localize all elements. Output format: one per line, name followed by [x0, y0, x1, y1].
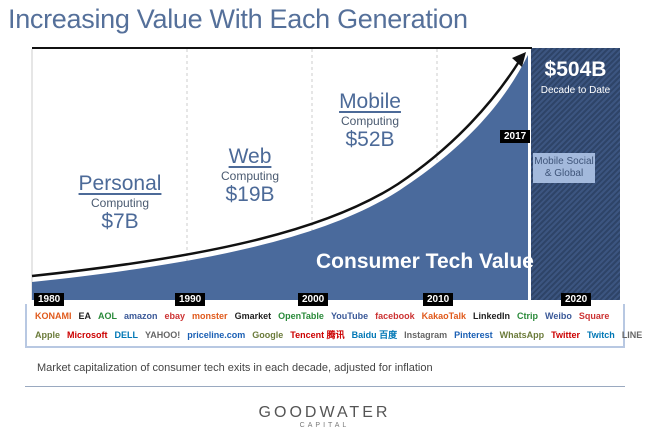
generation-sub: Computing — [90, 196, 150, 210]
generation-value: $19B — [225, 183, 275, 206]
future-subtitle: Decade to Date — [540, 85, 611, 96]
growth-arrow — [31, 59, 522, 278]
company-logos: KONAMI EA AOL amazon ebay monster Gmarket OpenT… — [25, 304, 642, 348]
generation-name: Personal — [78, 172, 162, 195]
brand-subtitle: CAPITAL — [299, 422, 350, 429]
generation-personal: Personal Computing $7B — [70, 172, 170, 234]
generation-web: Web Computing $19B — [200, 145, 300, 207]
company-logo: monster — [192, 310, 228, 321]
company-logo: Tencent 腾讯 — [290, 330, 345, 340]
logo-row: Apple Microsoft DELL YAHOO! priceline.com Goo… — [35, 325, 642, 344]
company-logo: Ctrip — [517, 310, 538, 321]
company-logo: Microsoft — [67, 329, 108, 340]
company-logo: AOL — [98, 310, 118, 321]
company-logo: Twitter — [551, 329, 580, 340]
generation-value: $7B — [101, 210, 139, 233]
company-logo: YAHOO! — [145, 329, 181, 340]
generation-name: Web — [228, 145, 272, 168]
area-label: Consumer Tech Value — [316, 250, 534, 273]
company-logo: EA — [78, 310, 92, 321]
company-logo: Pinterest — [454, 329, 493, 340]
company-logo: Twitch — [586, 329, 615, 340]
slide-title: Increasing Value With Each Generation — [8, 4, 468, 34]
company-logo: KONAMI — [35, 310, 72, 321]
company-logo: ebay — [164, 310, 186, 321]
company-logo: Google — [252, 329, 284, 340]
divider — [25, 386, 625, 387]
current-year-label: 2017 — [500, 130, 531, 143]
year-label: 2010 — [423, 293, 454, 306]
company-logo: Instagram — [404, 329, 448, 340]
top-rule — [32, 47, 532, 49]
company-logo: Square — [578, 310, 610, 321]
company-logo: LinkedIn — [472, 310, 510, 321]
future-value: $504B — [544, 58, 607, 81]
future-tag: Mobile Social & Global — [533, 153, 595, 183]
company-logo: Apple — [35, 329, 61, 340]
company-logo: facebook — [375, 310, 415, 321]
logo-row: KONAMI EA AOL amazon ebay monster Gmarket OpenT… — [35, 306, 615, 325]
value-area — [32, 55, 528, 300]
company-logo: OpenTable — [278, 310, 324, 321]
generation-sub: Computing — [340, 114, 400, 128]
company-logo: Baidu 百度 — [351, 330, 398, 340]
brand-logo: GOODWATER — [258, 404, 391, 421]
generation-mobile: Mobile Computing $52B — [320, 90, 420, 152]
year-label: 1980 — [34, 293, 65, 306]
caption: Market capitalization of consumer tech e… — [37, 362, 433, 374]
value-curve-chart — [31, 49, 528, 300]
generation-value: $52B — [345, 128, 395, 151]
company-logo: YouTube — [330, 310, 369, 321]
year-label: 2020 — [561, 293, 592, 306]
company-logo: Gmarket — [234, 310, 272, 321]
company-logo: amazon — [124, 310, 158, 321]
generation-sub: Computing — [220, 169, 280, 183]
generation-name: Mobile — [339, 90, 401, 113]
company-logo: Weibo — [545, 310, 572, 321]
arrow-head-icon — [512, 52, 526, 67]
company-logo: LINE — [621, 329, 643, 340]
company-logo: DELL — [114, 329, 139, 340]
year-label: 1990 — [175, 293, 206, 306]
company-logo: WhatsApp — [499, 329, 545, 340]
year-label: 2000 — [298, 293, 329, 306]
company-logo: priceline.com — [187, 329, 246, 340]
company-logo: KakaoTalk — [421, 310, 466, 321]
